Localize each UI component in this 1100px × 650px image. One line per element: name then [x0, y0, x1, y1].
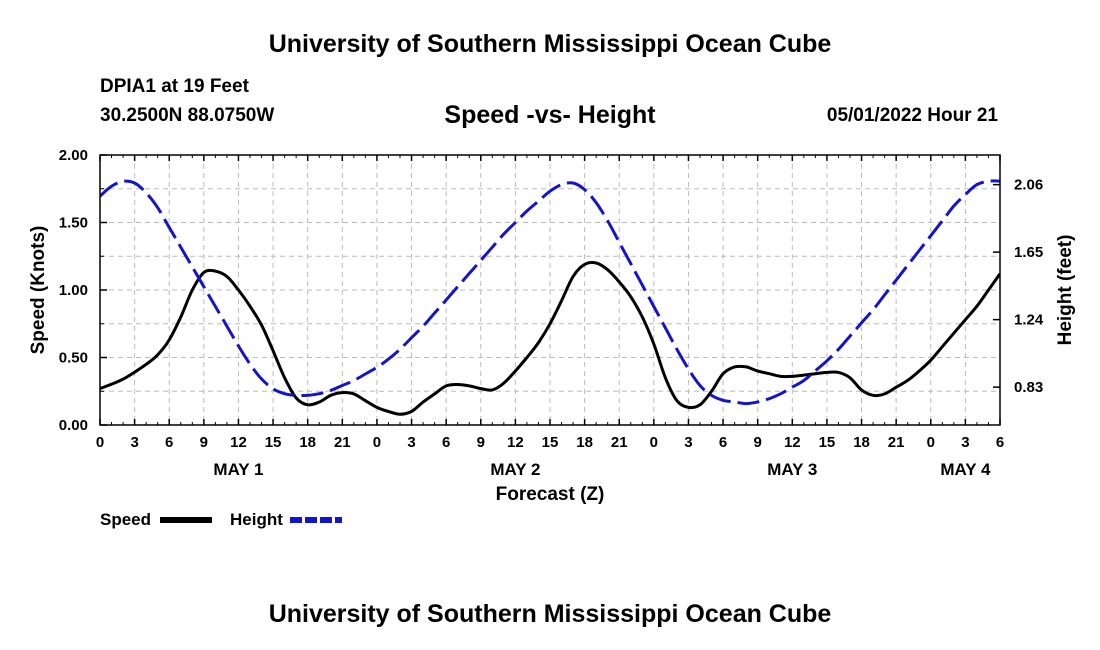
y-tick-label: 1.50 [59, 215, 88, 232]
day-label: MAY 1 [213, 460, 263, 479]
footer-title: University of Southern Mississippi Ocean… [268, 600, 832, 628]
legend: Speed Height [100, 510, 342, 529]
day-label: MAY 3 [767, 460, 817, 479]
x-tick-label: 18 [299, 434, 316, 451]
y2-tick-label: 2.06 [1014, 177, 1043, 194]
x-tick-label: 0 [650, 434, 658, 451]
y2-axis-label: Height (feet) [1055, 235, 1076, 346]
x-tick-label: 21 [334, 434, 351, 451]
series-speed-line [100, 260, 1000, 416]
x-tick-label: 18 [576, 434, 593, 451]
x-tick-label: 12 [230, 434, 247, 451]
day-label: MAY 2 [490, 460, 540, 479]
x-tick-label: 15 [265, 434, 282, 451]
legend-speed-label: Speed [100, 510, 151, 529]
legend-height-label: Height [230, 510, 283, 529]
x-tick-label: 6 [165, 434, 173, 451]
x-tick-label: 12 [784, 434, 801, 451]
y2-tick-label: 0.83 [1014, 379, 1043, 396]
series-layer [100, 179, 1000, 416]
y-axis-label: Speed (Knots) [28, 226, 49, 355]
x-tick-label: 3 [684, 434, 692, 451]
x-tick-label: 15 [819, 434, 836, 451]
x-tick-label: 0 [927, 434, 935, 451]
forecast-datetime: 05/01/2022 Hour 21 [826, 105, 998, 126]
x-tick-label: 3 [961, 434, 969, 451]
x-tick-label: 9 [754, 434, 762, 451]
x-tick-label: 15 [542, 434, 559, 451]
day-label: MAY 4 [940, 460, 991, 479]
x-axis-label: Forecast (Z) [496, 484, 605, 505]
page-title: University of Southern Mississippi Ocean… [268, 30, 832, 58]
coordinates-label: 30.2500N 88.0750W [100, 105, 275, 126]
x-tick-label: 3 [407, 434, 415, 451]
chart-subtitle: Speed -vs- Height [444, 101, 656, 129]
x-tick-label: 18 [853, 434, 870, 451]
station-label: DPIA1 at 19 Feet [100, 76, 249, 97]
x-tick-label: 0 [96, 434, 104, 451]
x-tick-label: 0 [373, 434, 381, 451]
x-tick-label: 9 [477, 434, 485, 451]
y-tick-label: 1.00 [59, 282, 88, 299]
x-tick-label: 6 [719, 434, 727, 451]
x-tick-label: 3 [130, 434, 138, 451]
x-tick-label: 21 [611, 434, 628, 451]
axes: 0 3 6 9 12 15 18 21 0 3 6 9 12 15 18 21 0 3 6 9 12 15 18 21 0 3 6 0… [59, 147, 1044, 479]
x-tick-label: 9 [200, 434, 208, 451]
x-tick-label: 6 [996, 434, 1004, 451]
y-tick-label: 0.50 [59, 350, 88, 367]
grid [100, 155, 1000, 425]
y-tick-label: 0.00 [59, 417, 88, 434]
series-height-line [100, 179, 1000, 406]
y2-tick-label: 1.65 [1014, 244, 1043, 261]
x-tick-label: 21 [888, 434, 905, 451]
y-tick-label: 2.00 [59, 147, 88, 164]
y2-tick-label: 1.24 [1014, 312, 1044, 329]
x-tick-label: 6 [442, 434, 450, 451]
x-tick-label: 12 [507, 434, 524, 451]
speed-height-chart: 0 3 6 9 12 15 18 21 0 3 6 9 12 15 18 21 0 3 6 9 12 15 18 21 0 3 6 0… [28, 147, 1076, 529]
